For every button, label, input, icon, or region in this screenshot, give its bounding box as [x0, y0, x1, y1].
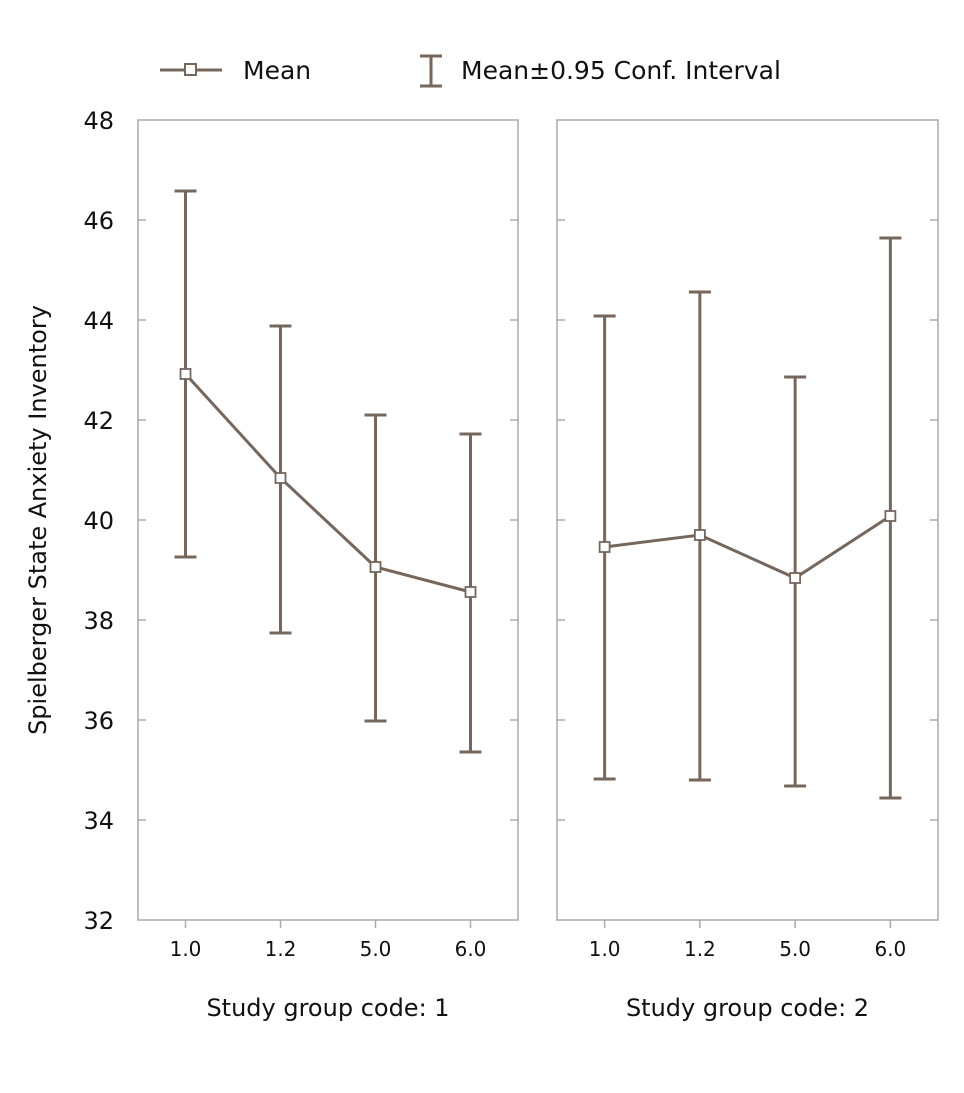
x-tick-label: 5.0 [360, 937, 392, 961]
mean-marker [464, 586, 477, 598]
y-tick-label: 38 [83, 607, 114, 635]
mean-line [604, 514, 892, 580]
x-tick-label: 5.0 [779, 937, 811, 961]
x-tick-label: 1.2 [684, 937, 716, 961]
mean-marker [884, 510, 897, 522]
legend-mean-label: Mean [243, 56, 311, 85]
legend-mean-marker [184, 63, 197, 76]
panel-frame [137, 119, 519, 921]
panels: 1.0 1.2 5.0 6.0 Study group code: 1 1.0 1.2 5.0… [137, 119, 939, 1022]
mean-line [184, 372, 471, 594]
y-tick-label: 42 [83, 407, 114, 435]
x-tick-label: 6.0 [874, 937, 906, 961]
panel-1: 1.0 1.2 5.0 6.0 Study group code: 1 [137, 119, 519, 1022]
y-tick-labels: 32 34 36 38 40 42 44 46 48 [83, 107, 114, 935]
y-tick-label: 32 [83, 907, 114, 935]
y-tick-label: 36 [83, 707, 114, 735]
x-tick-label: 1.0 [589, 937, 621, 961]
mean-marker [369, 561, 382, 573]
y-tick-label: 46 [83, 207, 114, 235]
legend-ci-label: Mean±0.95 Conf. Interval [461, 56, 781, 85]
x-axis-label: Study group code: 1 [206, 994, 449, 1022]
panel-2: 1.0 1.2 5.0 6.0 Study group code: 2 [556, 119, 939, 1022]
mean-marker [179, 368, 192, 380]
mean-marker [693, 529, 706, 541]
panel-frame [556, 119, 939, 921]
x-axis-label: Study group code: 2 [626, 994, 869, 1022]
mean-marker [598, 541, 611, 553]
y-tick-label: 34 [83, 807, 114, 835]
mean-marker [789, 572, 802, 584]
x-tick-label: 1.2 [265, 937, 297, 961]
y-tick-label: 44 [83, 307, 114, 335]
x-tick-label: 1.0 [170, 937, 202, 961]
x-tick-label: 6.0 [455, 937, 487, 961]
y-tick-label: 48 [83, 107, 114, 135]
y-tick-label: 40 [83, 507, 114, 535]
legend: Mean Mean±0.95 Conf. Interval [160, 54, 781, 88]
y-axis-label: Spielberger State Anxiety Inventory [24, 305, 52, 735]
mean-marker [274, 472, 287, 484]
